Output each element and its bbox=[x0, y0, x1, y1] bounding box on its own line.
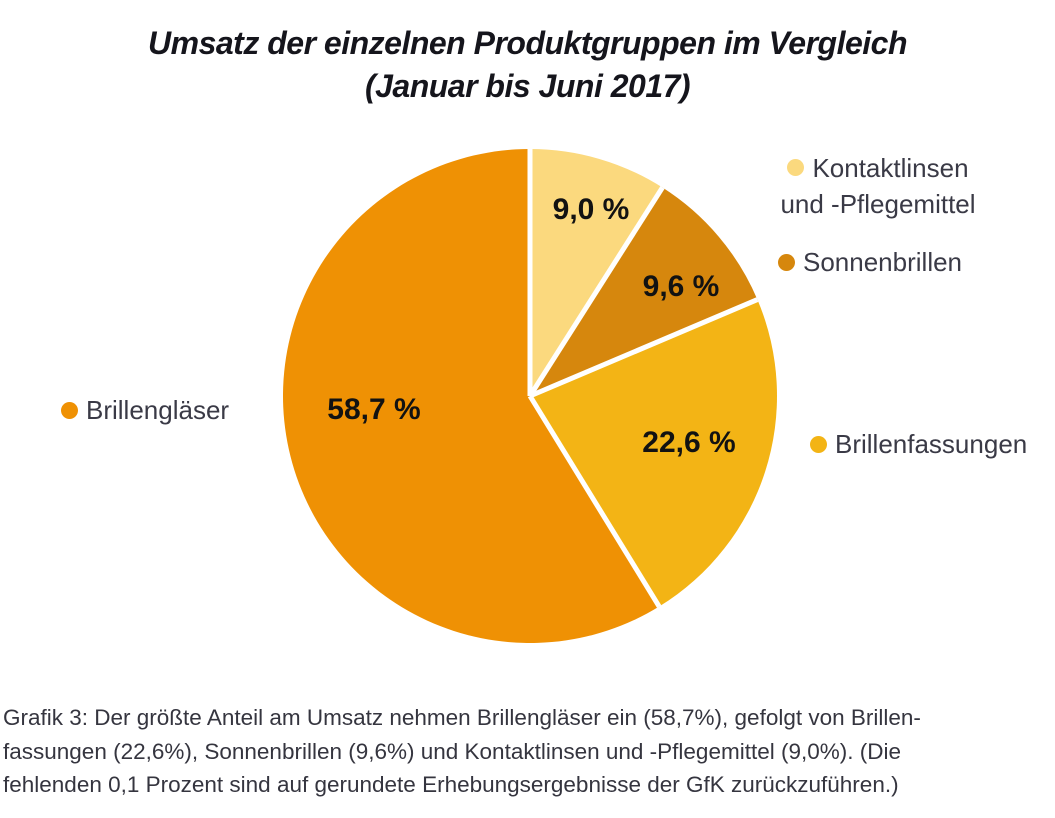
pie-slice-value-label-brillenglaeser: 58,7 % bbox=[327, 393, 420, 426]
figure-caption-line2: fassungen (22,6%), Sonnenbrillen (9,6%) … bbox=[3, 738, 901, 764]
pie-slice-brillenglaeser bbox=[283, 149, 660, 643]
chart-title-line2: (Januar bis Juni 2017) bbox=[364, 68, 691, 104]
figure-caption-line3: fehlenden 0,1 Prozent sind auf gerundete… bbox=[3, 772, 899, 797]
legend-dot-brillenfassungen-icon bbox=[810, 435, 827, 453]
legend-item-brillenglaeser: Brillengläser bbox=[61, 392, 229, 428]
pie-slice-separator bbox=[527, 394, 662, 608]
legend-label-brillenfassungen: Brillenfassungen bbox=[835, 429, 1028, 459]
legend-dot-brillenglaeser-icon bbox=[61, 401, 78, 419]
pie-slice-sonnenbrillen bbox=[530, 187, 758, 396]
chart-title: Umsatz der einzelnen Produktgruppen im V… bbox=[0, 22, 1055, 108]
pie-slice-separator bbox=[529, 297, 759, 399]
legend-label-kontaktlinsen-line1: Kontaktlinsen bbox=[812, 152, 969, 183]
figure-caption-line1: Grafik 3: Der größte Anteil am Umsatz ne… bbox=[3, 705, 921, 730]
legend-item-sonnenbrillen: Sonnenbrillen bbox=[778, 244, 962, 280]
legend-item-brillenfassungen: Brillenfassungen bbox=[810, 426, 1027, 462]
legend-label-sonnenbrillen: Sonnenbrillen bbox=[803, 247, 963, 277]
legend-line1-kontaktlinsen: Kontaktlinsen bbox=[787, 150, 969, 186]
legend-dot-kontaktlinsen-icon bbox=[787, 159, 805, 176]
pie-slice-separator bbox=[527, 186, 665, 398]
figure-caption: Grafik 3: Der größte Anteil am Umsatz ne… bbox=[3, 701, 1053, 802]
legend-item-kontaktlinsen: Kontaktlinsen und -Pflegemittel bbox=[756, 149, 1000, 222]
pie-slice-value-label-kontaktlinsen: 9,0 % bbox=[553, 193, 630, 226]
pie-slice-value-label-brillenfassungen: 22,6 % bbox=[642, 426, 735, 459]
legend-label-brillenglaeser: Brillengläser bbox=[86, 395, 230, 425]
pie-slice-kontaktlinsen bbox=[530, 149, 663, 396]
legend-dot-sonnenbrillen-icon bbox=[778, 253, 795, 271]
legend-label-kontaktlinsen-line2: und -Pflegemittel bbox=[780, 188, 976, 219]
pie-slice-brillenfassungen bbox=[530, 299, 777, 607]
chart-title-line1: Umsatz der einzelnen Produktgruppen im V… bbox=[148, 25, 907, 61]
pie-slice-value-label-sonnenbrillen: 9,6 % bbox=[643, 270, 720, 303]
